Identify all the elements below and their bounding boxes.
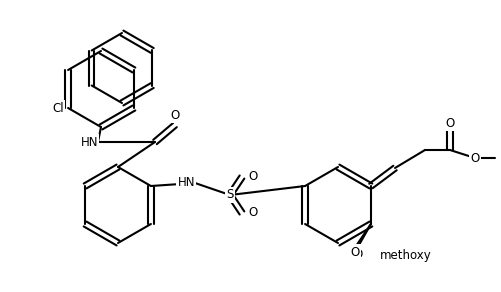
Text: HN: HN [177, 176, 194, 190]
Text: O: O [170, 109, 179, 122]
Text: O: O [247, 206, 257, 220]
Text: O: O [444, 117, 454, 130]
Text: O: O [469, 152, 478, 164]
Text: HN: HN [80, 135, 98, 149]
Text: methoxy: methoxy [379, 248, 431, 262]
Text: O: O [247, 171, 257, 183]
Text: S: S [226, 189, 233, 201]
Text: O: O [353, 248, 362, 262]
Text: O: O [350, 246, 359, 258]
Text: Cl: Cl [53, 102, 64, 114]
